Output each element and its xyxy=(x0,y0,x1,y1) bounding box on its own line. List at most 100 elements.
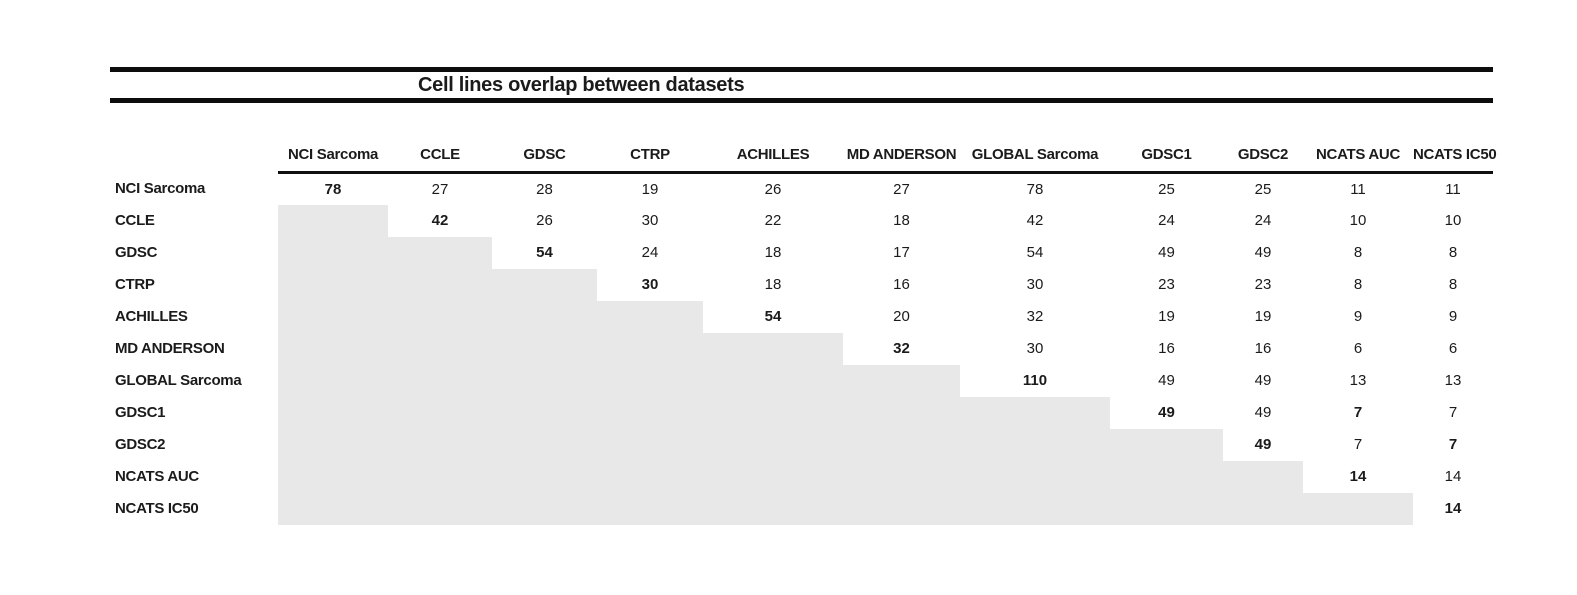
matrix-cell xyxy=(597,300,703,333)
matrix-cell: 26 xyxy=(764,180,782,198)
matrix-cell: 30 xyxy=(641,276,659,293)
matrix-cell xyxy=(843,364,960,397)
matrix-cell: 8 xyxy=(1448,244,1458,261)
column-header: GLOBAL Sarcoma xyxy=(960,138,1110,174)
matrix-cell: 110 xyxy=(1022,372,1048,389)
matrix-cell: 7 xyxy=(1448,436,1458,453)
matrix-cell xyxy=(597,332,703,365)
table-row: GLOBAL Sarcoma 110 49 49 13 13 xyxy=(110,364,1493,397)
matrix-cell: 19 xyxy=(641,180,659,198)
matrix-cell: 10 xyxy=(1349,212,1367,229)
row-header: CCLE xyxy=(115,212,155,229)
matrix-cell xyxy=(703,364,843,397)
matrix-cell xyxy=(703,332,843,365)
matrix-cell xyxy=(703,492,843,525)
matrix-cell: 25 xyxy=(1158,180,1175,198)
matrix-cell: 6 xyxy=(1353,340,1363,357)
matrix-cell: 49 xyxy=(1254,404,1272,421)
matrix-cell xyxy=(960,460,1110,493)
column-header: NCI Sarcoma xyxy=(278,138,388,174)
matrix-cell xyxy=(843,492,960,525)
matrix-cell xyxy=(492,492,597,525)
row-header: GDSC1 xyxy=(115,404,166,421)
matrix-cell: 14 xyxy=(1444,500,1462,517)
row-header: NCATS AUC xyxy=(115,468,199,485)
table-row: CTRP 30 18 16 30 23 23 8 8 xyxy=(110,268,1493,301)
column-header: NCATS IC50 xyxy=(1413,138,1497,174)
column-header: GDSC xyxy=(492,138,597,174)
matrix-cell: 49 xyxy=(1254,436,1272,453)
matrix-cell xyxy=(960,396,1110,429)
matrix-cell: 22 xyxy=(764,212,782,229)
matrix-cell: 27 xyxy=(893,180,910,198)
matrix-cell xyxy=(597,460,703,493)
matrix-cell xyxy=(278,204,388,237)
column-header: CTRP xyxy=(597,138,703,174)
matrix-cell: 78 xyxy=(324,180,342,198)
matrix-cell xyxy=(492,428,597,461)
matrix-cell xyxy=(597,396,703,429)
matrix-cell: 13 xyxy=(1349,372,1367,389)
column-header: NCATS AUC xyxy=(1303,138,1413,174)
matrix-cell: 7 xyxy=(1448,404,1458,421)
matrix-cell: 42 xyxy=(1026,212,1044,229)
matrix-cell xyxy=(278,236,388,269)
matrix-cell xyxy=(388,236,492,269)
matrix-cell xyxy=(1223,492,1303,525)
matrix-cell xyxy=(388,428,492,461)
matrix-cell: 54 xyxy=(1026,244,1044,261)
matrix-cell: 49 xyxy=(1158,404,1175,421)
matrix-cell xyxy=(278,332,388,365)
matrix-cell: 24 xyxy=(641,244,659,261)
matrix-cell xyxy=(388,268,492,301)
matrix-cell xyxy=(1110,460,1223,493)
matrix-cell: 14 xyxy=(1349,468,1367,485)
overlap-table: NCI Sarcoma CCLE GDSC CTRP ACHILLES MD ANDERS… xyxy=(110,138,1497,525)
row-header: GDSC2 xyxy=(115,436,166,453)
matrix-cell xyxy=(278,460,388,493)
matrix-cell: 11 xyxy=(1445,180,1461,198)
corner-cell xyxy=(110,138,278,173)
column-header: GDSC2 xyxy=(1223,138,1303,174)
table-row: NCATS AUC 14 14 xyxy=(110,460,1493,493)
matrix-cell: 28 xyxy=(536,180,553,198)
matrix-cell xyxy=(388,300,492,333)
matrix-cell: 18 xyxy=(893,212,910,229)
table-row: GDSC2 49 7 7 xyxy=(110,428,1493,461)
table-row: MD ANDERSON 32 30 16 16 6 6 xyxy=(110,332,1493,365)
matrix-cell: 19 xyxy=(1254,308,1272,325)
matrix-cell: 14 xyxy=(1444,468,1462,485)
matrix-cell xyxy=(278,300,388,333)
table-row: NCI Sarcoma 78 27 28 19 26 27 78 25 25 11 11 xyxy=(110,173,1493,205)
matrix-cell: 24 xyxy=(1254,212,1272,229)
matrix-cell xyxy=(703,460,843,493)
row-header: ACHILLES xyxy=(115,308,188,325)
matrix-cell xyxy=(388,460,492,493)
matrix-cell: 18 xyxy=(764,244,782,261)
matrix-cell: 23 xyxy=(1158,276,1175,293)
matrix-cell xyxy=(597,492,703,525)
row-header: GDSC xyxy=(115,244,158,261)
matrix-cell: 16 xyxy=(1158,340,1175,357)
matrix-cell: 24 xyxy=(1158,212,1175,229)
matrix-cell xyxy=(1223,460,1303,493)
table-row: GDSC 54 24 18 17 54 49 49 8 8 xyxy=(110,236,1493,269)
matrix-cell: 19 xyxy=(1158,308,1175,325)
table-row: CCLE 42 26 30 22 18 42 24 24 10 10 xyxy=(110,204,1493,237)
row-header: NCATS IC50 xyxy=(115,500,199,517)
matrix-cell: 7 xyxy=(1353,436,1363,453)
matrix-cell: 32 xyxy=(893,340,910,357)
header-row: NCI Sarcoma CCLE GDSC CTRP ACHILLES MD ANDERS… xyxy=(110,138,1497,174)
matrix-cell xyxy=(703,428,843,461)
matrix-cell: 10 xyxy=(1444,212,1462,229)
matrix-cell: 16 xyxy=(893,276,910,293)
matrix-cell: 49 xyxy=(1254,244,1272,261)
table-title-band: Cell lines overlap between datasets xyxy=(110,67,1493,103)
matrix-cell xyxy=(843,396,960,429)
matrix-cell: 30 xyxy=(641,212,659,229)
matrix-cell: 16 xyxy=(1254,340,1272,357)
row-header: MD ANDERSON xyxy=(115,340,225,357)
matrix-cell xyxy=(492,332,597,365)
matrix-cell: 49 xyxy=(1158,244,1175,261)
